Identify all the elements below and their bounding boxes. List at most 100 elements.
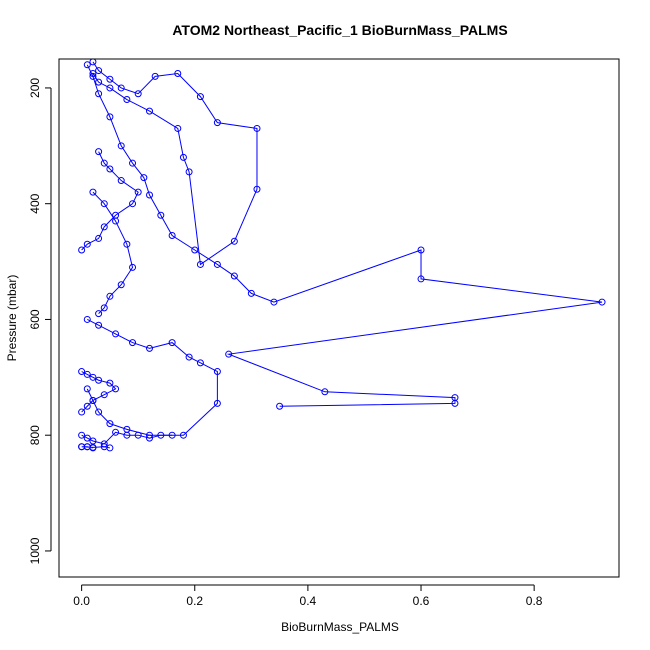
- data-point-0-6: [140, 174, 148, 182]
- data-point-6-7: [100, 304, 108, 312]
- data-point-0-0: [83, 61, 91, 69]
- plot-frame: [58, 58, 620, 578]
- data-point-1-12: [196, 260, 204, 268]
- data-point-0-16: [417, 275, 425, 283]
- data-point-5-10: [95, 148, 103, 156]
- y-axis-label: Pressure (mbar): [5, 275, 19, 362]
- data-point-0-3: [106, 113, 114, 121]
- data-point-1-1: [95, 67, 103, 75]
- data-point-0-22: [276, 402, 284, 410]
- x-tick-label-4: 0.8: [526, 594, 543, 608]
- data-point-1-2: [106, 75, 114, 83]
- y-tick-label-3: 800: [28, 425, 42, 445]
- y-tick-label-1: 400: [28, 193, 42, 213]
- data-point-1-9: [253, 124, 261, 132]
- data-point-4-3: [95, 376, 103, 384]
- data-point-1-11: [230, 237, 238, 245]
- data-point-3-0: [78, 431, 86, 439]
- data-point-0-15: [417, 246, 425, 254]
- data-point-3-1: [83, 434, 91, 442]
- data-point-1-5: [151, 72, 159, 80]
- data-point-5-1: [83, 240, 91, 248]
- data-point-2-10: [179, 431, 187, 439]
- x-tick-label-2: 0.4: [300, 594, 317, 608]
- data-point-2-3: [129, 339, 137, 347]
- data-point-6-8: [95, 310, 103, 318]
- data-point-1-20: [89, 69, 97, 77]
- data-point-6-1: [100, 200, 108, 208]
- series-line-0: [86, 64, 603, 407]
- y-tick-label-0: 200: [28, 78, 42, 98]
- data-point-7-5: [89, 443, 97, 451]
- series-line-2: [86, 319, 218, 436]
- y-tick-label-2: 600: [28, 309, 42, 329]
- x-axis: 0.0 0.2 0.4 0.6 0.8: [73, 584, 543, 608]
- data-point-2-0: [83, 315, 91, 323]
- data-point-6-0: [89, 188, 97, 196]
- series-line-1: [92, 61, 258, 266]
- data-point-0-1: [89, 72, 97, 80]
- x-tick-label-1: 0.2: [186, 594, 203, 608]
- data-point-2-5: [168, 339, 176, 347]
- data-point-5-2: [95, 234, 103, 242]
- data-point-0-21: [451, 399, 459, 407]
- data-point-2-2: [112, 330, 120, 338]
- data-point-4-2: [89, 373, 97, 381]
- data-point-2-6: [185, 353, 193, 361]
- data-point-3-9: [168, 431, 176, 439]
- data-point-0-9: [168, 232, 176, 240]
- data-point-5-3: [100, 223, 108, 231]
- data-point-4-0: [78, 368, 86, 376]
- data-point-2-7: [196, 359, 204, 367]
- data-point-5-6: [134, 188, 142, 196]
- data-point-3-6: [134, 431, 142, 439]
- x-axis-label: BioBurnMass_PALMS: [281, 620, 399, 634]
- data-point-5-5: [129, 200, 137, 208]
- data-point-4-1: [83, 370, 91, 378]
- y-axis: 200 400 600 800 1000: [28, 78, 52, 564]
- data-point-0-4: [117, 142, 125, 150]
- data-point-1-7: [196, 93, 204, 101]
- data-point-1-13: [185, 168, 193, 176]
- data-point-1-16: [146, 107, 154, 115]
- data-point-1-18: [106, 84, 114, 92]
- data-point-2-13: [106, 420, 114, 428]
- data-point-0-8: [157, 211, 165, 219]
- data-point-7-7: [106, 444, 114, 452]
- data-point-4-6: [100, 391, 108, 399]
- x-tick-label-3: 0.6: [413, 594, 430, 608]
- data-point-5-9: [100, 159, 108, 167]
- plot-layer: [78, 58, 606, 452]
- data-point-6-2: [112, 217, 120, 225]
- data-point-0-14: [270, 298, 278, 306]
- data-point-7-4: [78, 443, 86, 451]
- data-point-0-7: [146, 191, 154, 199]
- data-point-3-8: [157, 431, 165, 439]
- data-point-5-7: [117, 177, 125, 185]
- data-point-0-17: [598, 298, 606, 306]
- chart-title: ATOM2 Northeast_Pacific_1 BioBurnMass_PA…: [172, 22, 507, 38]
- data-point-3-4: [112, 428, 120, 436]
- data-point-1-4: [134, 90, 142, 98]
- data-point-1-6: [174, 69, 182, 77]
- data-point-0-19: [321, 388, 329, 396]
- data-point-1-10: [253, 185, 261, 193]
- data-point-0-18: [225, 350, 233, 358]
- data-point-6-6: [106, 292, 114, 300]
- data-point-2-16: [83, 385, 91, 393]
- data-point-4-4: [106, 379, 114, 387]
- data-point-1-14: [179, 153, 187, 161]
- data-point-1-19: [95, 78, 103, 86]
- data-point-6-5: [117, 281, 125, 289]
- data-point-4-5: [112, 385, 120, 393]
- data-point-2-14: [95, 408, 103, 416]
- data-point-6-3: [123, 240, 131, 248]
- data-point-5-8: [106, 165, 114, 173]
- data-point-4-8: [83, 402, 91, 410]
- data-point-0-13: [247, 289, 255, 297]
- data-point-3-5: [123, 431, 131, 439]
- data-point-0-5: [129, 159, 137, 167]
- data-point-3-7: [146, 434, 154, 442]
